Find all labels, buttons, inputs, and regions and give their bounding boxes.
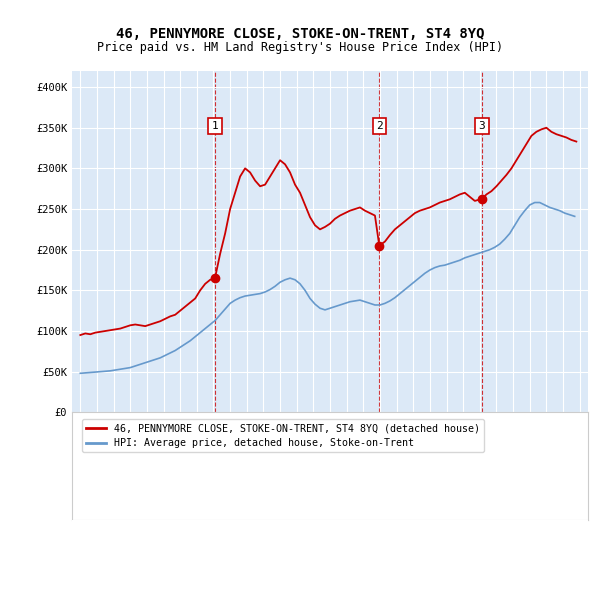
Text: 2: 2 — [376, 121, 383, 131]
Text: 3: 3 — [478, 121, 485, 131]
Text: 46, PENNYMORE CLOSE, STOKE-ON-TRENT, ST4 8YQ: 46, PENNYMORE CLOSE, STOKE-ON-TRENT, ST4… — [116, 27, 484, 41]
Text: 1: 1 — [212, 121, 218, 131]
Text: Price paid vs. HM Land Registry's House Price Index (HPI): Price paid vs. HM Land Registry's House … — [97, 41, 503, 54]
Legend: 46, PENNYMORE CLOSE, STOKE-ON-TRENT, ST4 8YQ (detached house), HPI: Average pric: 46, PENNYMORE CLOSE, STOKE-ON-TRENT, ST4… — [82, 419, 484, 453]
